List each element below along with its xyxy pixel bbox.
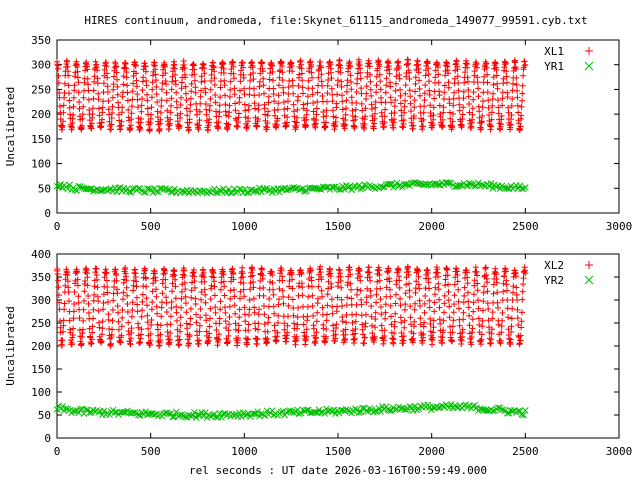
panel-bottom: 0 500 1000 1500 2000 2500 3000 0 50 100 150 200 250 3… xyxy=(4,248,632,458)
x-tick-label: 0 xyxy=(54,220,61,233)
series-yr1 xyxy=(53,178,529,197)
y-tick-label: 150 xyxy=(31,133,51,146)
x-axis-label: rel seconds : UT date 2026-03-16T00:59:4… xyxy=(189,464,487,477)
y-tick-label: 350 xyxy=(31,34,51,47)
x-tick-label: 2000 xyxy=(418,445,445,458)
y-tick-label: 150 xyxy=(31,363,51,376)
x-tick-label: 3000 xyxy=(606,445,633,458)
x-tick-label: 1500 xyxy=(325,445,352,458)
y-tick-label: 300 xyxy=(31,294,51,307)
x-tick-label: 500 xyxy=(141,445,161,458)
series-xl1 xyxy=(54,56,529,135)
y-tick-label: 250 xyxy=(31,317,51,330)
legend-marker-xl1 xyxy=(585,47,593,55)
y-tick-label: 0 xyxy=(44,432,51,445)
y-tick-label: 100 xyxy=(31,158,51,171)
y-tick-label: 250 xyxy=(31,83,51,96)
legend-marker-yr1 xyxy=(584,61,594,71)
series-xl2 xyxy=(54,263,529,349)
data-points-yr1 xyxy=(53,178,529,197)
y-axis-label: Uncalibrated xyxy=(4,306,17,385)
legend-marker-xl2 xyxy=(585,261,593,269)
x-tick-label: 0 xyxy=(54,445,61,458)
legend-marker-yr2 xyxy=(584,275,594,285)
x-tick-label: 2500 xyxy=(512,220,539,233)
y-axis-label: Uncalibrated xyxy=(4,87,17,166)
y-tick-label: 50 xyxy=(38,182,51,195)
x-tick-label: 1000 xyxy=(231,220,258,233)
x-tick-label: 1500 xyxy=(325,220,352,233)
x-tick-label: 2000 xyxy=(418,220,445,233)
legend-label-yr1: YR1 xyxy=(544,60,564,73)
y-tick-label: 200 xyxy=(31,108,51,121)
x-tick-label: 1000 xyxy=(231,445,258,458)
y-tick-label: 300 xyxy=(31,59,51,72)
y-tick-label: 100 xyxy=(31,386,51,399)
panel-top: 0 500 1000 1500 2000 2500 3000 0 50 100 150 200 250 3… xyxy=(4,34,632,233)
x-tick-label: 500 xyxy=(141,220,161,233)
y-tick-label: 50 xyxy=(38,409,51,422)
data-points-yr2 xyxy=(53,401,529,422)
y-tick-label: 200 xyxy=(31,340,51,353)
data-points-xl1 xyxy=(54,56,529,135)
legend-label-xl2: XL2 xyxy=(544,259,564,272)
chart-title: HIRES continuum, andromeda, file:Skynet_… xyxy=(84,14,587,27)
legend-label-yr2: YR2 xyxy=(544,274,564,287)
series-yr2 xyxy=(53,401,529,422)
y-tick-label: 0 xyxy=(44,207,51,220)
y-tick-label: 350 xyxy=(31,271,51,284)
y-tick-label: 400 xyxy=(31,248,51,261)
data-points-xl2 xyxy=(54,263,529,349)
x-tick-label: 2500 xyxy=(512,445,539,458)
legend-label-xl1: XL1 xyxy=(544,45,564,58)
x-tick-label: 3000 xyxy=(606,220,633,233)
